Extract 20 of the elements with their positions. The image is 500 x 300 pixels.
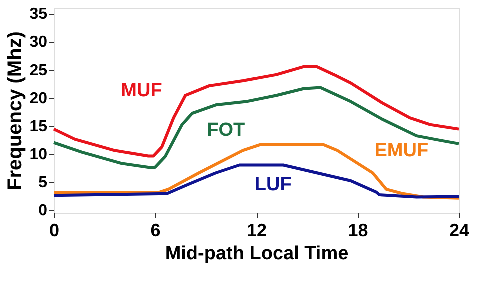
y-tick-label: 10 [30,146,48,164]
series-label: MUF [121,80,162,102]
y-tick-label: 25 [30,62,48,80]
x-tick-label: 6 [150,220,161,240]
line-series [52,65,460,158]
y-tick-label: 5 [38,174,48,192]
x-tick-label: 24 [449,220,470,240]
x-tick-label: 12 [246,220,268,240]
x-tick-label: 18 [348,220,368,240]
x-axis-title: Mid-path Local Time [165,244,349,264]
series-label: FOT [207,120,246,141]
series-label: EMUF [374,140,429,162]
y-axis-title: Frequency (Mhz) [4,32,27,190]
y-tick-label: 20 [30,90,48,108]
y-tick-label: 30 [30,34,48,52]
y-tick-label: 0 [38,202,48,220]
y-tick-label: 15 [30,118,48,136]
y-tick-label: 35 [30,6,48,24]
series-label: LUF [254,174,292,196]
line-series [52,164,460,199]
